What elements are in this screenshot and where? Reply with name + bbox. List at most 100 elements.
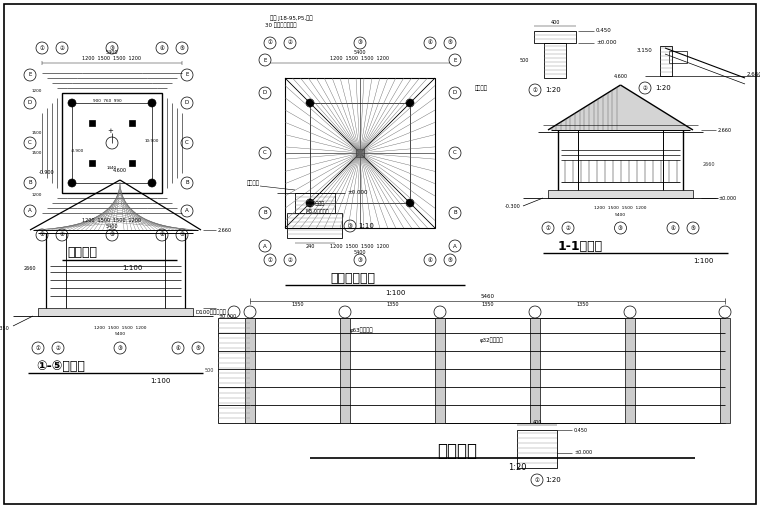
- Text: ①: ①: [40, 233, 44, 238]
- Text: ⑤: ⑤: [448, 41, 452, 46]
- Text: 1:100: 1:100: [122, 265, 142, 271]
- Text: 500: 500: [204, 368, 214, 373]
- Text: ④: ④: [160, 46, 164, 50]
- Text: 1200  1500  1500  1200: 1200 1500 1500 1200: [331, 55, 389, 60]
- Text: C: C: [185, 141, 189, 145]
- Text: ⑤: ⑤: [179, 233, 185, 238]
- Circle shape: [406, 99, 414, 107]
- Text: ④: ④: [176, 345, 180, 351]
- Text: ①: ①: [546, 226, 550, 231]
- Bar: [435, 318, 445, 423]
- Text: ④: ④: [670, 226, 676, 231]
- Text: E: E: [185, 73, 188, 78]
- Bar: [218, 318, 250, 423]
- Text: 500: 500: [520, 58, 529, 63]
- Text: 栏杆立面: 栏杆立面: [438, 442, 477, 460]
- Text: D100不锈钢圆球: D100不锈钢圆球: [195, 309, 226, 315]
- Bar: [517, 430, 557, 468]
- Text: 2660: 2660: [703, 162, 715, 167]
- Text: ③: ③: [357, 258, 363, 263]
- Text: ②: ②: [287, 258, 293, 263]
- Text: 5400: 5400: [353, 49, 366, 54]
- Text: 1350: 1350: [481, 302, 494, 307]
- Bar: [250, 318, 725, 423]
- Text: ③: ③: [109, 233, 115, 238]
- Text: 5400: 5400: [115, 332, 125, 336]
- Text: ②: ②: [565, 226, 571, 231]
- Bar: [310, 103, 410, 203]
- Text: 1200: 1200: [32, 89, 42, 93]
- Text: 240: 240: [306, 243, 315, 248]
- Text: 1200  1500  1500  1200: 1200 1500 1500 1200: [83, 55, 141, 60]
- Bar: [340, 318, 350, 423]
- Bar: [356, 149, 364, 157]
- Text: ±0.000: ±0.000: [347, 190, 368, 196]
- Text: 1440: 1440: [107, 166, 117, 170]
- Bar: [534, 31, 576, 43]
- Text: 400: 400: [550, 20, 559, 25]
- Bar: [245, 318, 255, 423]
- Text: 1-1剖面图: 1-1剖面图: [558, 239, 603, 252]
- Text: ③: ③: [618, 226, 623, 231]
- Bar: [38, 308, 193, 316]
- Text: A: A: [28, 208, 32, 213]
- Text: 1500: 1500: [32, 151, 42, 155]
- Text: ⑤: ⑤: [448, 258, 452, 263]
- Text: E: E: [453, 57, 457, 62]
- Text: ①: ①: [40, 46, 44, 50]
- Text: B: B: [28, 180, 32, 185]
- Text: E: E: [263, 57, 267, 62]
- Bar: [669, 51, 687, 63]
- Circle shape: [406, 199, 414, 207]
- Text: 0.450: 0.450: [574, 428, 588, 432]
- Text: D: D: [28, 101, 32, 106]
- Text: 1200  1500  1500  1200: 1200 1500 1500 1200: [83, 218, 141, 224]
- Bar: [129, 120, 135, 126]
- Text: -0.350: -0.350: [0, 326, 10, 331]
- Text: 1:100: 1:100: [150, 378, 170, 384]
- Text: M10水泥砂: M10水泥砂: [305, 201, 324, 206]
- Bar: [295, 193, 335, 213]
- Text: -0.900: -0.900: [71, 149, 84, 153]
- Text: ±0.000: ±0.000: [596, 41, 616, 46]
- Bar: [660, 46, 672, 76]
- Text: 400: 400: [532, 420, 542, 425]
- Bar: [625, 318, 635, 423]
- Text: 1:20: 1:20: [508, 462, 527, 471]
- Text: ③: ③: [357, 41, 363, 46]
- Bar: [89, 160, 95, 166]
- Text: 0.450: 0.450: [596, 28, 612, 34]
- Text: A: A: [185, 208, 189, 213]
- Bar: [720, 318, 730, 423]
- Text: 1:100: 1:100: [693, 258, 713, 264]
- Bar: [89, 120, 95, 126]
- Text: 5400: 5400: [106, 225, 119, 230]
- Text: 参垫 J18-95,P5,侃主: 参垫 J18-95,P5,侃主: [270, 15, 312, 21]
- Text: +: +: [107, 128, 113, 134]
- Text: ⑤: ⑤: [691, 226, 695, 231]
- Text: A: A: [453, 243, 457, 248]
- Text: 1200  1500  1500  1200: 1200 1500 1500 1200: [594, 206, 647, 210]
- Circle shape: [306, 199, 314, 207]
- Text: 1200  1500  1500  1200: 1200 1500 1500 1200: [331, 243, 389, 248]
- Text: A: A: [263, 243, 267, 248]
- Text: ④: ④: [428, 258, 432, 263]
- Text: 1:10: 1:10: [358, 223, 374, 229]
- Text: ④: ④: [160, 233, 164, 238]
- Text: ±0.000: ±0.000: [718, 196, 736, 201]
- Text: ③: ③: [347, 224, 353, 229]
- Bar: [287, 213, 342, 238]
- Text: 亭台平面: 亭台平面: [67, 246, 97, 260]
- Bar: [544, 43, 566, 78]
- Text: ②: ②: [287, 41, 293, 46]
- Text: ②: ②: [642, 85, 648, 90]
- Text: ①-⑤立面图: ①-⑤立面图: [36, 360, 85, 372]
- Text: 1:20: 1:20: [545, 477, 561, 483]
- Text: C: C: [28, 141, 32, 145]
- Text: B: B: [453, 210, 457, 215]
- Bar: [72, 103, 152, 183]
- Bar: [548, 190, 693, 198]
- Text: -0.300: -0.300: [505, 204, 521, 208]
- Text: φ32不锈钢管: φ32不锈钢管: [480, 337, 504, 343]
- Polygon shape: [548, 85, 693, 130]
